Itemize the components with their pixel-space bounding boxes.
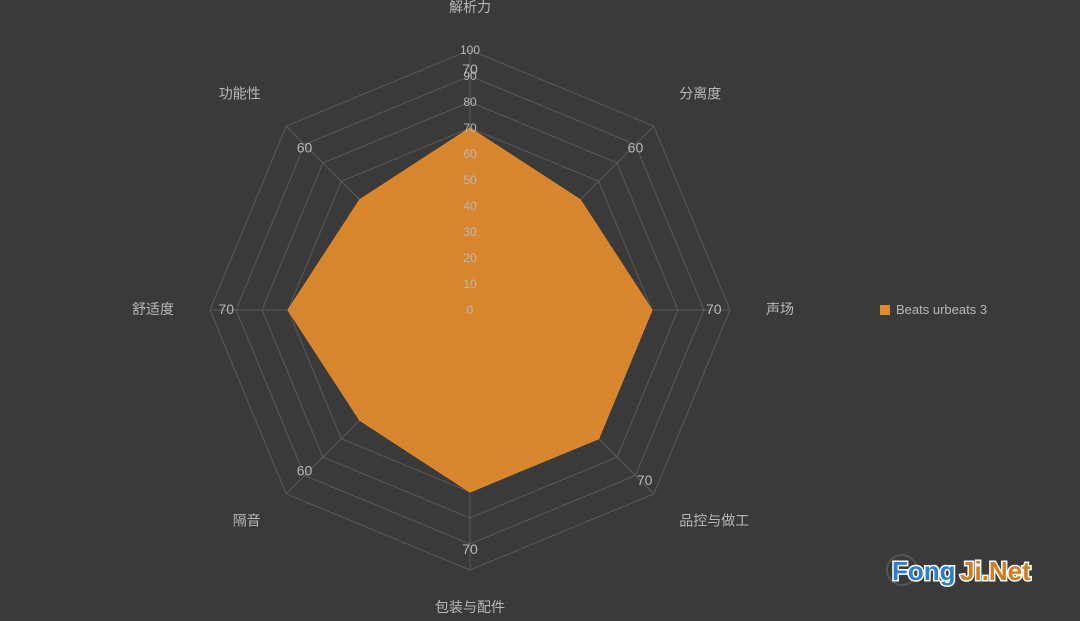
value-label: 60 [297,139,313,155]
tick-label: 50 [463,173,477,187]
axis-label: 分离度 [679,86,721,102]
axis-label: 包装与配件 [435,599,505,615]
tick-label: 70 [463,121,477,135]
axis-label: 解析力 [449,0,491,15]
value-label: 70 [462,541,478,557]
axis-label: 舒适度 [132,301,174,317]
watermark: 什么值得买FongJi.Net [887,555,1031,586]
axis-label: 声场 [766,301,794,317]
radar-chart-container: 0102030405060708090100解析力分离度声场品控与做工包装与配件… [0,0,1080,621]
tick-label: 20 [463,251,477,265]
value-label: 70 [706,301,722,317]
value-label: 60 [628,139,644,155]
value-label: 60 [297,463,313,479]
tick-label: 30 [463,225,477,239]
tick-label: 10 [463,277,477,291]
legend-label: Beats urbeats 3 [896,302,987,317]
value-label: 70 [462,61,478,77]
chart-legend: Beats urbeats 3 [880,302,987,317]
watermark-main: Fong [892,556,956,586]
tick-label: 60 [463,147,477,161]
value-label: 70 [637,472,653,488]
tick-label: 0 [467,303,474,317]
watermark-sub: Ji.Net [960,556,1031,586]
tick-label: 40 [463,199,477,213]
tick-label: 80 [463,95,477,109]
axis-label: 隔音 [233,512,261,528]
axis-label: 功能性 [219,86,261,102]
radar-chart: 0102030405060708090100解析力分离度声场品控与做工包装与配件… [0,0,1080,621]
tick-label: 100 [460,43,480,57]
axis-label: 品控与做工 [679,512,749,528]
legend-swatch [880,305,890,315]
value-label: 70 [218,301,234,317]
